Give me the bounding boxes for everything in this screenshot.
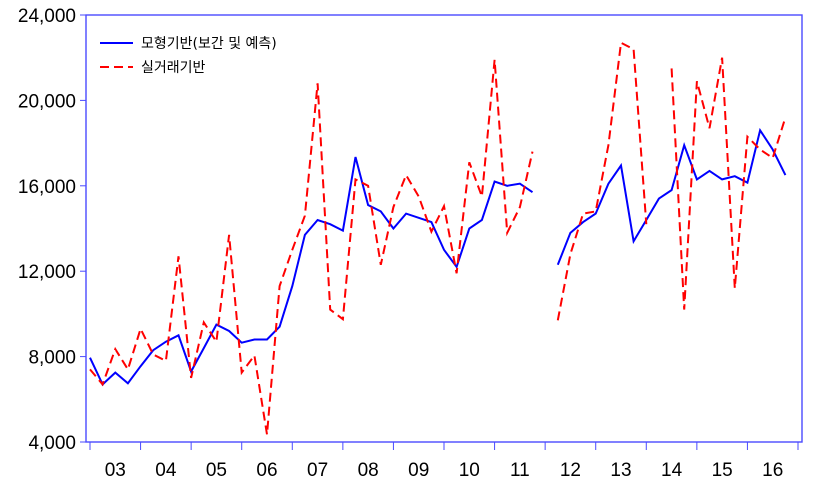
y-tick-label: 4,000 [28,433,76,454]
x-tick-label: 06 [256,460,277,481]
x-tick-label: 12 [560,460,581,481]
x-tick-label: 08 [358,460,379,481]
x-tick-label: 14 [661,460,683,481]
x-tick-label: 05 [206,460,227,481]
legend-label-2: 실거래기반 [141,60,206,76]
x-tick-label: 09 [408,460,429,481]
x-tick-label: 07 [307,460,328,481]
x-tick-label: 13 [610,460,631,481]
legend-label-1: 모형기반(보간 및 예측) [141,36,277,52]
plot-area-border [85,14,803,443]
x-tick-label: 15 [712,460,733,481]
x-tick-label: 11 [510,460,530,481]
series-layer [89,41,787,435]
y-axis: 4,000 8,000 12,000 16,000 20,000 24,000 [18,6,86,454]
series-line-2 [89,41,787,435]
y-tick-label: 20,000 [18,91,76,112]
x-tick-label: 03 [105,460,126,481]
x-tick-label: 16 [762,460,783,481]
x-tick-label: 04 [155,460,177,481]
legend: 모형기반(보간 및 예측) 실거래기반 [100,36,277,76]
y-tick-label: 12,000 [18,262,76,283]
y-tick-label: 16,000 [18,177,76,198]
y-tick-label: 8,000 [28,348,76,369]
x-tick-label: 10 [459,460,480,481]
x-axis: 03 04 05 06 07 08 09 10 11 12 13 14 15 16 [89,442,799,481]
y-tick-label: 24,000 [18,6,76,27]
